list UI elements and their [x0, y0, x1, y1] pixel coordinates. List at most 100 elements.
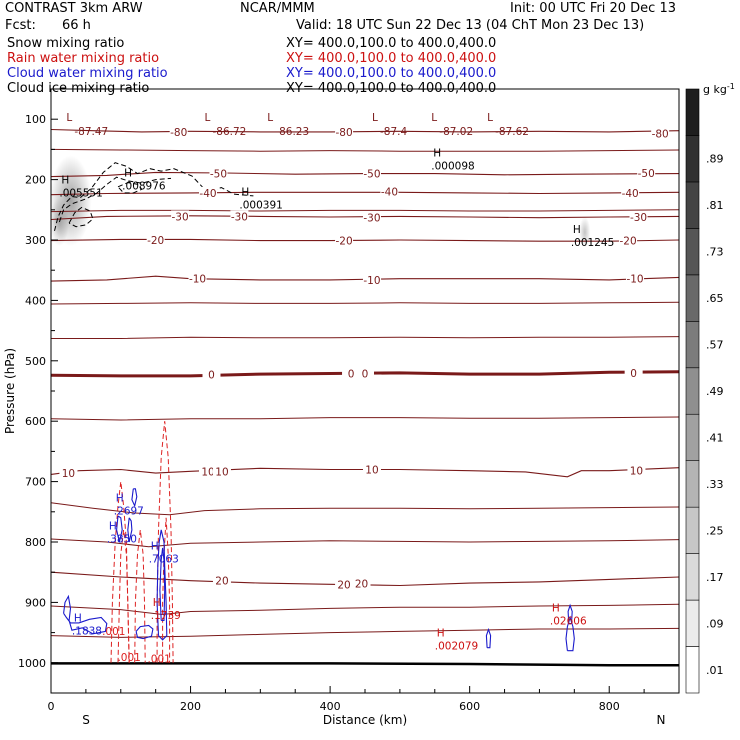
colorbar-swatch-3: [685, 506, 700, 554]
isotherm-label-m20-0: -20: [147, 235, 164, 247]
snow-shading-1: [51, 197, 70, 247]
maximum-marker-11: H: [116, 492, 124, 504]
snow-contour-1: [58, 176, 172, 223]
isotherm-label-m50-0: -50: [210, 169, 227, 181]
y-tick-label-200: 200: [25, 174, 46, 187]
colorbar-swatch-1: [685, 599, 700, 647]
isotherm-label-10-1: 10: [201, 466, 214, 478]
xy-snow: XY= 400.0,100.0 to 400.0,400.0: [286, 36, 497, 51]
contour-label-bg: [335, 125, 354, 138]
y-tick-label-700: 700: [25, 476, 46, 489]
rain-contour-2: [134, 529, 146, 663]
colorbar-level-0: .01: [706, 664, 724, 677]
isotherm-label-10-2: 10: [215, 466, 228, 478]
contour-label-bg: [362, 167, 381, 180]
snow-shading-2: [579, 217, 591, 248]
colorbar-level-11: .89: [706, 153, 724, 166]
colorbar-level-7: .57: [706, 339, 724, 352]
minimum-marker-4: L: [431, 112, 437, 124]
contour-label-bg: [637, 166, 656, 179]
x-axis-label: Distance (km): [323, 713, 407, 727]
contour-label-bg: [342, 367, 361, 380]
minimum-value-4: -87.02: [439, 126, 473, 138]
cloud-water-contour-2: [156, 529, 168, 641]
isotherm-line-5: [51, 502, 679, 516]
cloud-water-contour-9: [567, 603, 573, 625]
x-end-label-south: S: [82, 713, 90, 727]
snow-contour-2: [68, 206, 94, 228]
y-tick-label-300: 300: [25, 234, 46, 247]
y-tick-label-600: 600: [25, 415, 46, 428]
colorbar-swatch-8: [685, 274, 700, 322]
colorbar-swatch-12: [685, 88, 700, 136]
y-tick-label-400: 400: [25, 294, 46, 307]
colorbar-swatch-5: [685, 413, 700, 461]
contour-label-bg: [335, 578, 354, 591]
cloud-water-contour-6: [131, 488, 138, 508]
maximum-marker-10: H: [573, 224, 581, 236]
minimum-marker-0: L: [66, 112, 72, 124]
colorbar-swatch-6: [685, 367, 700, 415]
maximum-marker-15: H: [74, 613, 82, 625]
colorbar-level-10: .81: [706, 199, 724, 212]
valid-label: Valid: 18 UTC Sun 22 Dec 13 (04 ChT Mon …: [296, 18, 645, 33]
colorbar-level-4: .33: [706, 478, 724, 491]
isotherm-line-6: [51, 538, 679, 548]
isotherm-label-0-3: 0: [630, 368, 637, 380]
isotherm-label-20-0: 20: [215, 576, 228, 588]
minimum-marker-5: L: [487, 112, 493, 124]
contour-label-bg: [335, 234, 354, 247]
maximum-value-7: .008976: [122, 180, 166, 192]
maximum-marker-6: H: [61, 175, 69, 187]
x-tick-label-800: 800: [599, 700, 620, 713]
isotherm-label-m40-2: -40: [622, 188, 639, 200]
contour-label-bg: [188, 272, 207, 285]
y-tick-label-500: 500: [25, 355, 46, 368]
contour-label-bg: [362, 211, 381, 224]
isotherm-line-7: [51, 603, 679, 616]
legend-rain: Rain water mixing ratio: [7, 51, 160, 66]
contour-label-bg: [169, 125, 188, 138]
minimum-value-0: -87.47: [74, 126, 108, 138]
isotherm-label-m20-1: -20: [335, 236, 352, 248]
isotherm-label-m30-1: -30: [231, 211, 248, 223]
colorbar-level-6: .49: [706, 385, 724, 398]
colorbar-swatch-10: [685, 181, 700, 229]
org-label: NCAR/MMM: [240, 1, 315, 16]
minimum-value-5: -87.62: [495, 126, 529, 138]
rain-contour-1: [117, 529, 130, 663]
x-tick-label-0: 0: [48, 700, 55, 713]
contour-label-bg: [146, 234, 165, 246]
minimum-value-1: -86.72: [213, 126, 247, 138]
isotherm-label-m80-0: -80: [170, 127, 187, 139]
isotherm-label-m30-0: -30: [172, 211, 189, 223]
contour-label-bg: [624, 366, 643, 379]
xy-cloud-water: XY= 400.0,100.0 to 400.0,400.0: [286, 66, 497, 81]
contour-label-bg: [212, 465, 231, 478]
colorbar-swatch-0: [685, 646, 700, 694]
isotherm-line-3: [51, 336, 679, 339]
contour-label-bg: [199, 465, 217, 478]
isotherm-label-10-4: 10: [630, 466, 643, 478]
maximum-marker-17: H: [552, 602, 560, 614]
maximum-marker-13: H: [151, 541, 159, 553]
surface-line: [51, 662, 679, 667]
isotherm-label-m80-1: -80: [335, 127, 352, 139]
y-tick-label-1000: 1000: [18, 657, 46, 670]
isotherm-label-0-2: 0: [362, 368, 369, 380]
contour-label-bg: [230, 210, 249, 223]
maximum-marker-12: H: [109, 521, 117, 533]
y-tick-label-800: 800: [25, 536, 46, 549]
contour-label-bg: [380, 185, 399, 198]
minimum-marker-3: L: [372, 112, 378, 124]
maximum-value-13: .7063: [149, 554, 179, 566]
contour-label-bg: [356, 367, 374, 380]
contour-label-bg: [621, 186, 640, 199]
maximum-value-11: .2697: [114, 505, 144, 517]
model-label: CONTRAST 3km ARW: [5, 1, 143, 16]
contour-label-bg: [212, 574, 231, 587]
isotherm-label-m80-2: -80: [652, 129, 669, 141]
isotherm-label-20-2: 20: [355, 579, 368, 591]
x-tick-label-400: 400: [320, 700, 341, 713]
isotherm-label-10-0: 10: [62, 468, 75, 480]
